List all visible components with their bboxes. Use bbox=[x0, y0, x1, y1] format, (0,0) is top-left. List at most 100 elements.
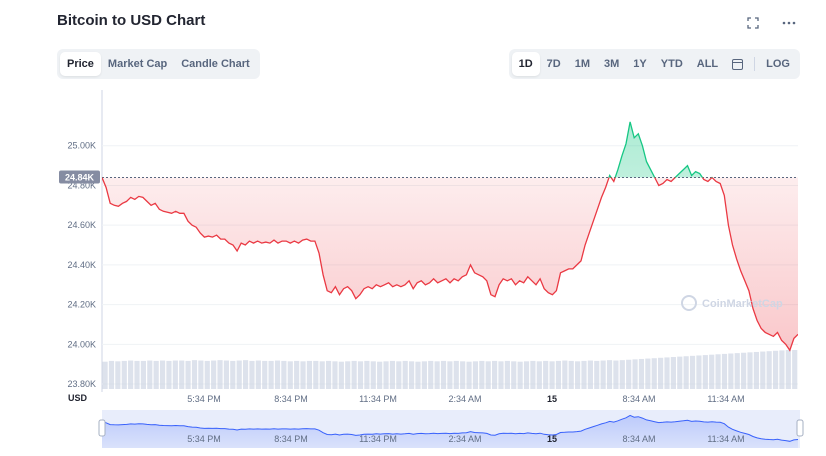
volume-bar bbox=[715, 354, 721, 389]
volume-bar bbox=[511, 361, 517, 389]
volume-bar bbox=[287, 361, 293, 389]
range-ytd[interactable]: YTD bbox=[660, 58, 683, 70]
volume-bar bbox=[402, 360, 408, 389]
range-1m[interactable]: 1M bbox=[574, 58, 591, 70]
volume-bar bbox=[466, 361, 472, 389]
above-reference-fill bbox=[102, 121, 798, 178]
volume-bar bbox=[383, 361, 389, 389]
volume-bar bbox=[268, 360, 274, 389]
volume-bar bbox=[734, 353, 740, 389]
chart-title: Bitcoin to USD Chart bbox=[57, 12, 206, 29]
volume-bar bbox=[530, 360, 536, 389]
volume-bar bbox=[562, 360, 568, 389]
volume-bar bbox=[587, 360, 593, 389]
volume-bar bbox=[351, 360, 357, 389]
volume-bar bbox=[772, 350, 779, 389]
volume-bar bbox=[115, 361, 121, 389]
volume-bar bbox=[651, 358, 657, 389]
range-1d[interactable]: 1D bbox=[511, 52, 540, 76]
volume-bar bbox=[281, 360, 287, 389]
watermark: CoinMarketCap bbox=[681, 295, 783, 311]
x-tick-label: 8:34 PM bbox=[274, 394, 308, 404]
navigator-tick-label: 2:34 AM bbox=[448, 434, 481, 444]
volume-bar bbox=[172, 360, 178, 389]
header-actions bbox=[744, 14, 798, 32]
x-tick-label: 15 bbox=[547, 394, 557, 404]
fullscreen-glyph bbox=[747, 17, 759, 29]
volume-bar bbox=[191, 360, 198, 389]
volume-bars bbox=[102, 350, 798, 389]
volume-bar bbox=[658, 357, 664, 389]
volume-bar bbox=[568, 360, 574, 389]
volume-bar bbox=[313, 360, 319, 389]
volume-bar bbox=[274, 360, 281, 389]
range-7d[interactable]: 7D bbox=[546, 58, 561, 70]
navigator-line bbox=[101, 414, 799, 442]
volume-bar bbox=[306, 360, 313, 389]
volume-bar bbox=[626, 359, 632, 389]
current-price-badge-label: 24.84K bbox=[65, 173, 95, 183]
range-3m[interactable]: 3M bbox=[604, 58, 620, 70]
y-tick-label: 24.60K bbox=[67, 220, 96, 230]
volume-bar bbox=[779, 350, 785, 389]
volume-bar bbox=[741, 352, 747, 389]
volume-bar bbox=[721, 353, 728, 389]
range-navigator[interactable]: 5:34 PM 8:34 PM 11:34 PM 2:34 AM 15 8:34 AM 11… bbox=[98, 410, 804, 448]
log-scale-toggle[interactable]: LOG bbox=[766, 58, 790, 70]
tab-candle-chart[interactable]: Candle Chart bbox=[181, 58, 250, 70]
volume-bar bbox=[249, 360, 255, 389]
volume-bar bbox=[242, 360, 249, 389]
volume-bar bbox=[785, 350, 791, 389]
volume-bar bbox=[319, 361, 325, 389]
volume-bar bbox=[421, 361, 427, 389]
price-line bbox=[102, 121, 798, 352]
range-1y[interactable]: 1Y bbox=[633, 58, 647, 70]
volume-bar bbox=[428, 360, 434, 389]
volume-bar bbox=[645, 358, 651, 389]
volume-bar bbox=[332, 361, 338, 389]
volume-bar bbox=[262, 360, 268, 389]
volume-bar bbox=[664, 357, 670, 389]
below-reference-fill bbox=[102, 177, 798, 351]
volume-bar bbox=[606, 360, 613, 389]
volume-bar bbox=[211, 360, 217, 389]
volume-bar bbox=[185, 360, 191, 389]
navigator-left-handle[interactable] bbox=[98, 419, 106, 437]
range-tab-group: 1D 7D 1M 3M 1Y YTD ALL LOG bbox=[508, 49, 800, 79]
volume-bar bbox=[325, 360, 332, 389]
volume-bar bbox=[479, 360, 485, 389]
navigator-right-handle[interactable] bbox=[796, 419, 804, 437]
volume-bar bbox=[338, 361, 344, 389]
more-icon[interactable] bbox=[780, 14, 798, 32]
tab-price[interactable]: Price bbox=[60, 52, 101, 76]
volume-bar bbox=[555, 360, 562, 389]
volume-bar bbox=[294, 360, 300, 389]
date-picker-button[interactable] bbox=[725, 52, 750, 76]
volume-bar bbox=[434, 361, 440, 389]
tab-market-cap[interactable]: Market Cap bbox=[107, 58, 168, 70]
currency-label: USD bbox=[68, 393, 88, 403]
volume-bar bbox=[370, 361, 376, 389]
watermark-logo-icon bbox=[681, 295, 697, 311]
volume-bar bbox=[702, 355, 708, 389]
current-price-badge-bg bbox=[59, 170, 100, 184]
view-tab-group: Price Market Cap Candle Chart bbox=[57, 49, 260, 79]
y-tick-label: 25.00K bbox=[67, 141, 96, 151]
volume-bar bbox=[689, 355, 696, 389]
fullscreen-icon[interactable] bbox=[744, 14, 762, 32]
volume-bar bbox=[153, 360, 159, 389]
x-tick-label: 5:34 PM bbox=[187, 394, 221, 404]
range-all[interactable]: ALL bbox=[696, 58, 719, 70]
volume-bar bbox=[447, 361, 453, 389]
navigator-tick-label: 15 bbox=[547, 434, 557, 444]
price-line-down bbox=[102, 177, 798, 352]
volume-bar bbox=[121, 360, 127, 389]
volume-bar bbox=[255, 360, 261, 389]
volume-bar bbox=[677, 356, 683, 389]
volume-bar bbox=[485, 361, 491, 389]
volume-bar bbox=[581, 360, 587, 389]
x-tick-label: 11:34 PM bbox=[359, 394, 397, 404]
volume-bar bbox=[300, 361, 306, 389]
volume-bar bbox=[523, 361, 530, 389]
